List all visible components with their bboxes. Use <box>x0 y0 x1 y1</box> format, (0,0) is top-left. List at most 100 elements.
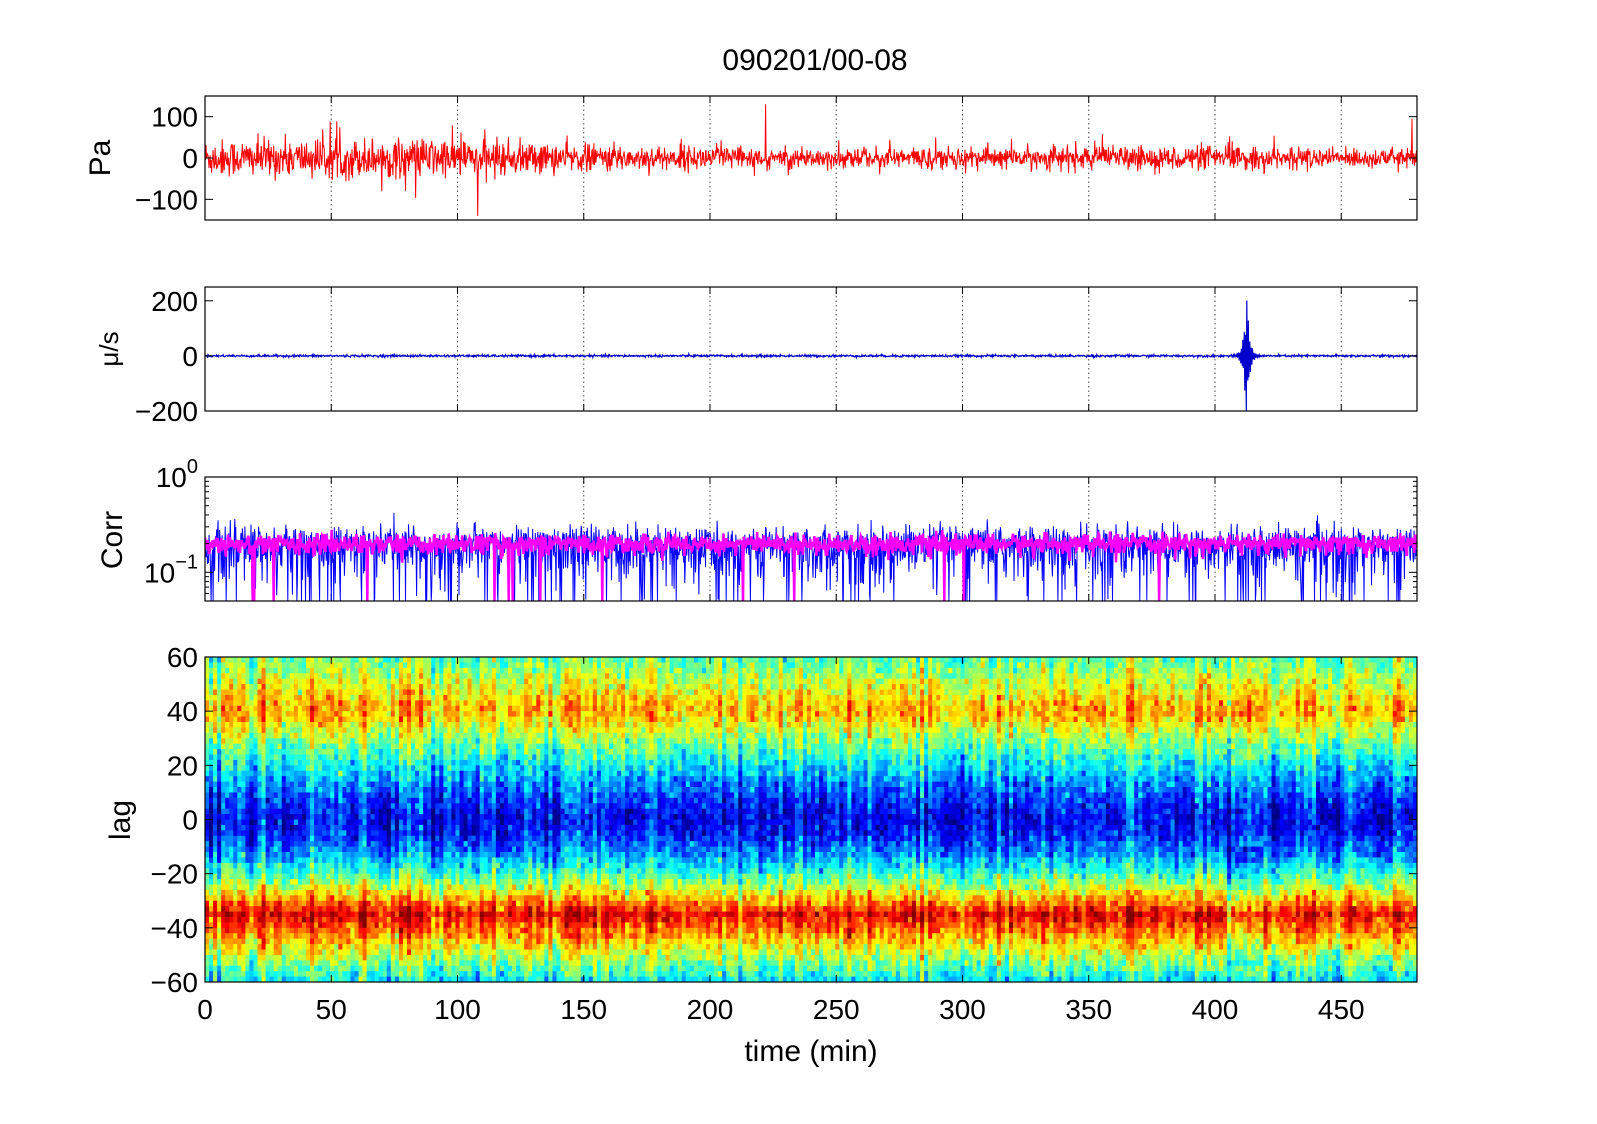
heatmap-cell <box>508 862 513 869</box>
heatmap-cell <box>491 949 497 956</box>
heatmap-cell <box>487 727 493 734</box>
heatmap-cell <box>281 824 287 831</box>
heatmap-cell <box>269 976 275 982</box>
heatmap-cell <box>249 803 255 810</box>
heatmap-cell <box>261 879 267 886</box>
heatmap-cell <box>435 711 440 718</box>
heatmap-cell <box>265 657 271 664</box>
heatmap-cell <box>330 917 335 924</box>
heatmap-cell <box>439 944 444 951</box>
heatmap-cell <box>407 814 412 821</box>
heatmap-cell <box>334 765 339 772</box>
heatmap-cell <box>225 657 230 664</box>
heatmap-cell <box>394 933 400 940</box>
heatmap-cell <box>205 830 210 837</box>
heatmap-cell <box>366 824 372 831</box>
heatmap-cell <box>249 689 255 696</box>
heatmap-cell <box>281 900 287 907</box>
heatmap-cell <box>411 787 416 794</box>
heatmap-cell <box>427 781 432 788</box>
heatmap-cell <box>205 673 210 680</box>
heatmap-cell <box>350 944 356 951</box>
heatmap-cell <box>439 954 444 961</box>
heatmap-cell <box>508 879 513 886</box>
heatmap-cell <box>415 862 420 869</box>
heatmap-cell <box>261 749 267 756</box>
heatmap-cell <box>471 673 477 680</box>
heatmap-cell <box>326 938 331 945</box>
heatmap-cell <box>499 662 505 669</box>
heatmap-cell <box>346 732 352 739</box>
heatmap-cell <box>419 684 424 691</box>
heatmap-cell <box>261 917 267 924</box>
heatmap-cell <box>398 895 404 902</box>
heatmap-cell <box>487 819 493 826</box>
heatmap-cell <box>459 906 465 913</box>
heatmap-cell <box>209 852 214 859</box>
heatmap-cell <box>229 884 234 891</box>
heatmap-cell <box>431 678 436 685</box>
heatmap-cell <box>479 965 485 972</box>
heatmap-cell <box>459 711 465 718</box>
heatmap-cell <box>386 743 392 750</box>
heatmap-cell <box>374 879 380 886</box>
heatmap-cell <box>314 933 319 940</box>
heatmap-cell <box>491 906 497 913</box>
heatmap-cell <box>411 868 416 875</box>
heatmap-cell <box>378 835 384 842</box>
heatmap-cell <box>233 824 238 831</box>
heatmap-cell <box>402 895 408 902</box>
heatmap-cell <box>508 667 513 674</box>
heatmap-cell <box>289 803 295 810</box>
heatmap-cell <box>326 657 331 664</box>
heatmap-cell <box>366 662 372 669</box>
heatmap-cell <box>499 738 505 745</box>
heatmap-cell <box>524 944 529 951</box>
heatmap-cell <box>257 705 263 712</box>
heatmap-cell <box>479 694 485 701</box>
heatmap-cell <box>301 711 307 718</box>
heatmap-cell <box>386 873 392 880</box>
heatmap-cell <box>479 667 485 674</box>
heatmap-cell <box>306 808 311 815</box>
heatmap-cell <box>491 960 497 967</box>
heatmap-cell <box>431 911 436 918</box>
heatmap-cell <box>520 824 525 831</box>
heatmap-cell <box>326 700 331 707</box>
heatmap-cell <box>512 954 517 961</box>
heatmap-cell <box>297 852 303 859</box>
heatmap-cell <box>443 884 448 891</box>
heatmap-cell <box>322 917 327 924</box>
heatmap-cell <box>289 770 295 777</box>
heatmap-cell <box>459 927 465 934</box>
heatmap-cell <box>273 803 279 810</box>
heatmap-cell <box>265 689 271 696</box>
heatmap-cell <box>423 954 428 961</box>
heatmap-cell <box>467 797 473 804</box>
heatmap-cell <box>439 814 444 821</box>
heatmap-cell <box>277 944 283 951</box>
heatmap-cell <box>402 787 408 794</box>
heatmap-cell <box>499 917 505 924</box>
heatmap-cell <box>487 689 493 696</box>
heatmap-cell <box>285 776 291 783</box>
heatmap-cell <box>451 776 457 783</box>
heatmap-cell <box>354 770 360 777</box>
heatmap-cell <box>487 808 493 815</box>
heatmap-cell <box>508 900 513 907</box>
heatmap-cell <box>390 743 396 750</box>
heatmap-cell <box>495 900 501 907</box>
heatmap-cell <box>508 749 513 756</box>
heatmap-cell <box>318 873 323 880</box>
heatmap-cell <box>253 689 259 696</box>
heatmap-cell <box>499 857 505 864</box>
heatmap-cell <box>398 732 404 739</box>
heatmap-cell <box>285 917 291 924</box>
heatmap-cell <box>471 770 477 777</box>
heatmap-cell <box>354 922 360 929</box>
heatmap-cell <box>241 814 246 821</box>
heatmap-cell <box>261 684 267 691</box>
heatmap-cell <box>479 797 485 804</box>
heatmap-cell <box>318 678 323 685</box>
